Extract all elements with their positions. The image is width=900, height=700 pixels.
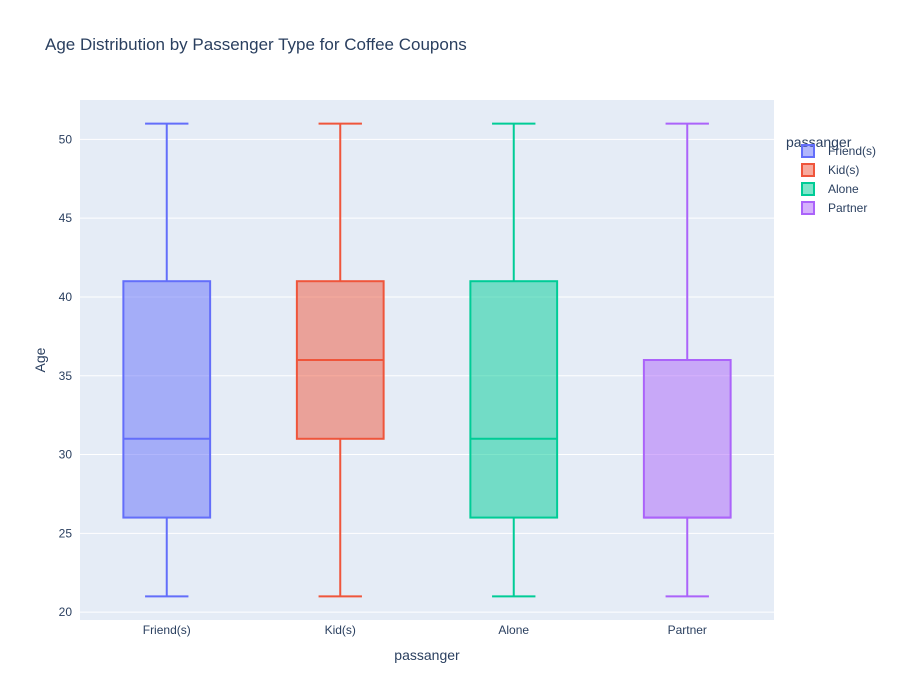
legend-swatch [801, 182, 815, 196]
legend-label: Partner [828, 201, 867, 215]
x-axis-title: passanger [394, 647, 460, 663]
x-tick-label: Alone [498, 623, 529, 637]
legend-label: Friend(s) [828, 144, 876, 158]
iqr-box [122, 280, 212, 519]
legend-swatch [801, 201, 815, 215]
legend-item[interactable]: Kid(s) [801, 163, 859, 177]
legend-swatch [801, 163, 815, 177]
x-tick-label: Partner [668, 623, 707, 637]
x-tick-label: Kid(s) [325, 623, 356, 637]
y-tick-label: 20 [59, 605, 73, 619]
y-axis-title: Age [32, 347, 48, 372]
iqr-box [469, 280, 559, 519]
y-tick-label: 40 [59, 290, 73, 304]
y-tick-label: 45 [59, 211, 73, 225]
box-partner [642, 122, 732, 598]
y-tick-label: 35 [59, 369, 73, 383]
chart-title: Age Distribution by Passenger Type for C… [45, 35, 467, 54]
box-alone [469, 122, 559, 598]
legend-swatch [801, 144, 815, 158]
legend-label: Alone [828, 182, 859, 196]
box-kid-s [295, 122, 385, 598]
legend-item[interactable]: Friend(s) [801, 144, 876, 158]
x-tick-label: Friend(s) [143, 623, 191, 637]
iqr-box [642, 359, 732, 519]
legend-item[interactable]: Partner [801, 201, 867, 215]
y-tick-label: 50 [59, 132, 73, 146]
box-friend-s [122, 122, 212, 598]
legend-item[interactable]: Alone [801, 182, 859, 196]
boxes [122, 122, 732, 598]
y-axis-ticks: 20 25 30 35 40 45 50 [59, 132, 73, 619]
x-axis-ticks: Friend(s) Kid(s) Alone Partner [143, 623, 707, 637]
y-tick-label: 30 [59, 448, 73, 462]
y-tick-label: 25 [59, 526, 73, 540]
legend-label: Kid(s) [828, 163, 859, 177]
